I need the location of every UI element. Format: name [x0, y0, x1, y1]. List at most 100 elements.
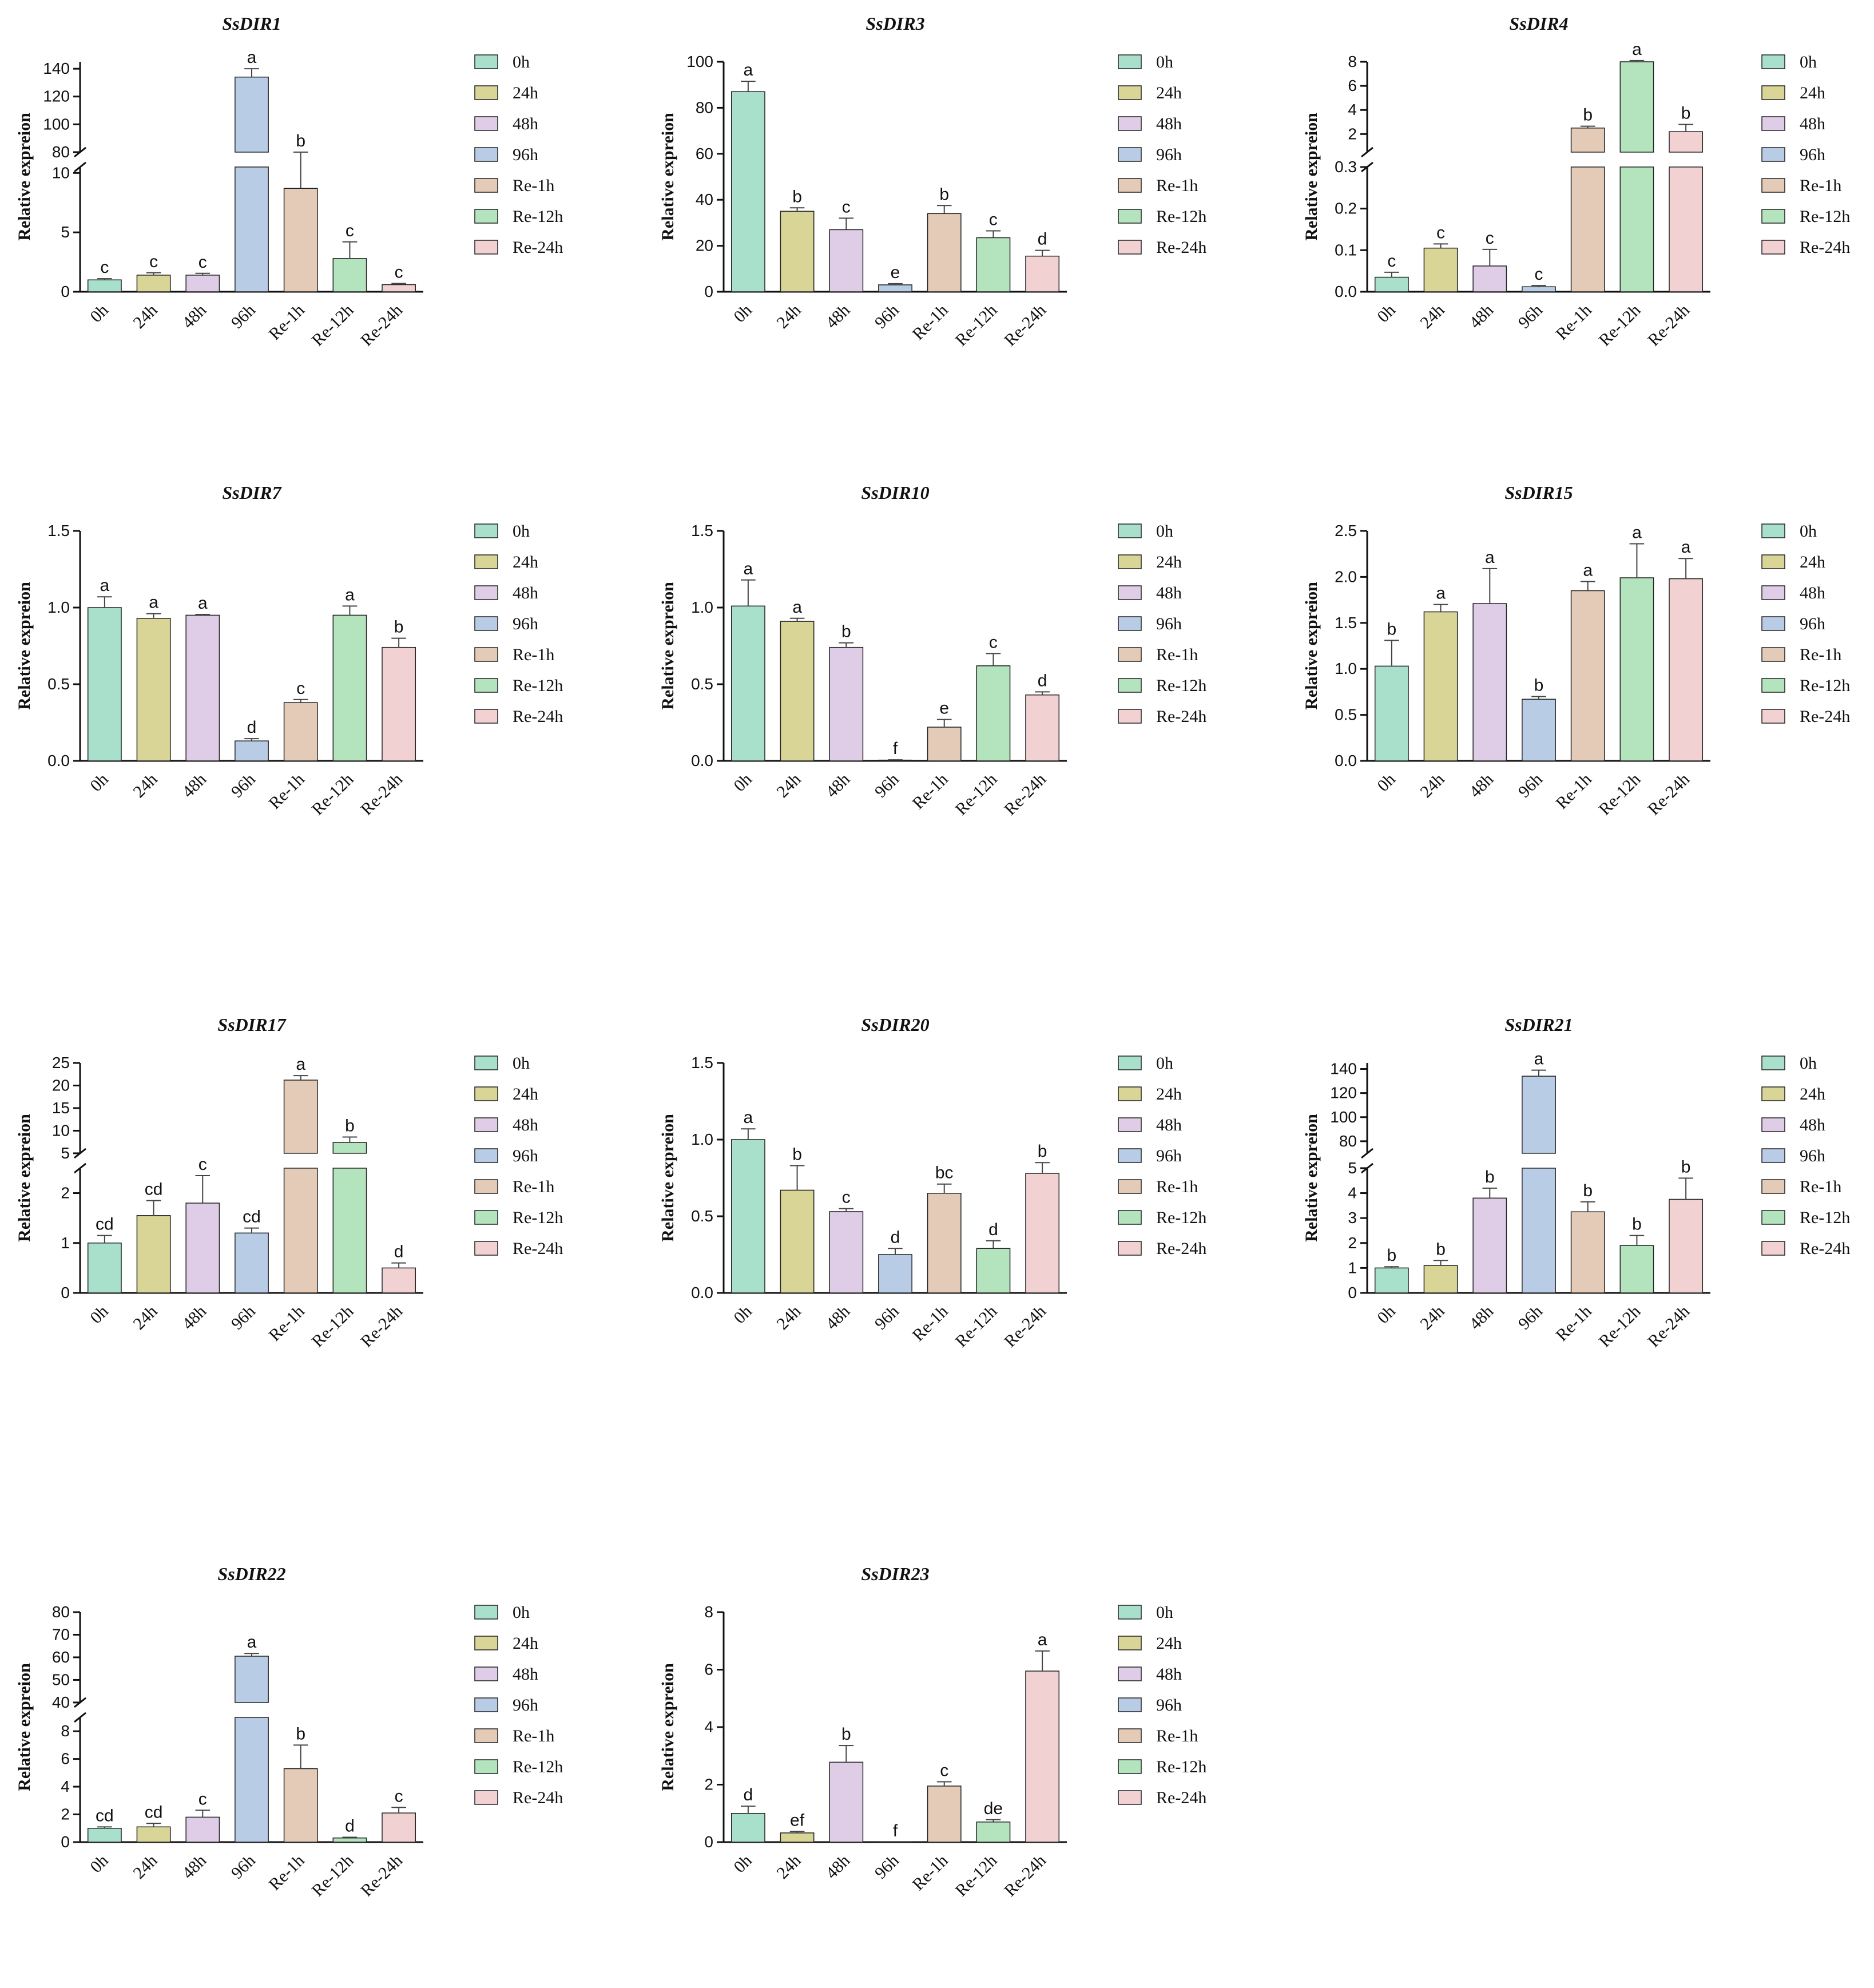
chart-title: SsDIR4 [1509, 13, 1568, 34]
significance-letter: a [1583, 561, 1593, 580]
significance-letter: cd [243, 1208, 261, 1227]
legend-swatch [1118, 1148, 1142, 1163]
y-tick-label: 50 [52, 1670, 70, 1688]
significance-letter: b [296, 132, 305, 150]
x-tick-label: Re-1h [265, 1851, 308, 1894]
x-tick-label: Re-12h [952, 301, 1001, 350]
bar [185, 1816, 220, 1843]
y-tick-label: 2 [1348, 1234, 1357, 1252]
axis-break-mark [74, 1697, 86, 1708]
legend-label: 48h [513, 584, 538, 602]
legend-swatch [1761, 616, 1785, 631]
chart-panel-ssdir23: SsDIR23 Relative expreion 0 2 4 6 8 d 0h ef 24h b 48… [644, 1550, 1216, 1985]
legend-swatch [474, 1086, 498, 1101]
x-tick-label: Re-12h [308, 770, 358, 819]
legend-swatch [1118, 85, 1142, 100]
significance-letter: b [841, 622, 851, 641]
x-tick-label: Re-1h [908, 301, 951, 344]
x-tick-label: 96h [1515, 1302, 1546, 1334]
y-axis-label: Relative expreion [658, 1114, 677, 1242]
x-tick-label: Re-1h [908, 1851, 951, 1894]
legend-swatch [1118, 709, 1142, 724]
significance-letter: a [247, 48, 257, 67]
y-axis-label: Relative expreion [658, 582, 677, 710]
x-tick-label: 48h [822, 1851, 853, 1883]
bar [87, 607, 122, 761]
significance-letter: b [394, 618, 404, 637]
legend-label: 0h [1156, 1603, 1173, 1622]
bar [87, 279, 122, 292]
legend-label: 24h [1800, 84, 1825, 102]
y-tick-label: 1.0 [1335, 660, 1357, 677]
legend-swatch [1118, 647, 1142, 662]
legend-swatch [1118, 678, 1142, 693]
bar [976, 1822, 1011, 1843]
x-tick-label: Re-12h [308, 301, 358, 350]
x-tick-label: Re-24h [357, 1302, 406, 1351]
significance-letter: a [247, 1633, 257, 1652]
significance-letter: d [988, 1220, 998, 1239]
legend-label: 48h [513, 1665, 538, 1684]
significance-letter: a [345, 585, 355, 604]
chart-svg: SsDIR4 Relative expreion 0.0 0.1 0.2 0.3 2 4 6 8 c… [1302, 13, 1850, 350]
legend-swatch [474, 209, 498, 224]
bar [829, 1211, 864, 1293]
legend-swatch [474, 616, 498, 631]
y-tick-label: 0.3 [1335, 158, 1357, 176]
significance-letter: b [1485, 1168, 1495, 1187]
bar [87, 1828, 122, 1843]
legend-label: 96h [1156, 1696, 1182, 1715]
x-tick-label: 96h [871, 1302, 903, 1334]
chart-title: SsDIR1 [222, 13, 281, 34]
x-tick-label: Re-12h [1595, 770, 1645, 819]
legend-swatch [1761, 523, 1785, 538]
x-tick-label: 0h [730, 301, 756, 327]
legend-label: Re-12h [1156, 1757, 1206, 1776]
x-tick-label: 96h [1515, 770, 1546, 801]
chart-panel-ssdir1: SsDIR1 Relative expreion 0 5 10 80 100 120 140 c 0… [0, 0, 572, 435]
legend-swatch [1118, 1241, 1142, 1256]
legend-swatch [1118, 554, 1142, 569]
significance-letter: a [198, 594, 208, 613]
y-tick-label: 20 [52, 1076, 70, 1094]
legend-label: 24h [513, 84, 538, 102]
bar [976, 237, 1011, 292]
significance-letter: d [744, 1785, 753, 1804]
bar [283, 1168, 318, 1293]
x-tick-label: Re-24h [1644, 301, 1693, 350]
significance-letter: b [1387, 1246, 1397, 1265]
significance-letter: d [891, 1228, 900, 1247]
legend-swatch [1761, 1086, 1785, 1101]
bar [878, 284, 912, 292]
bar [283, 1080, 318, 1154]
y-tick-label: 80 [52, 143, 70, 161]
x-tick-label: 0h [86, 1302, 112, 1328]
significance-letter: b [792, 1145, 802, 1164]
legend-label: Re-1h [513, 1177, 554, 1196]
chart-title: SsDIR21 [1504, 1014, 1573, 1035]
y-tick-label: 100 [43, 115, 70, 133]
legend-label: 48h [513, 1116, 538, 1134]
bar [235, 166, 269, 292]
y-tick-label: 80 [52, 1603, 70, 1621]
bar [283, 1768, 318, 1843]
bar [730, 605, 765, 761]
legend-swatch [1761, 1179, 1785, 1194]
legend-label: 24h [1156, 1085, 1182, 1104]
y-tick-label: 0.0 [691, 752, 713, 769]
chart-title: SsDIR15 [1504, 482, 1573, 503]
x-tick-label: Re-12h [952, 1851, 1001, 1900]
x-tick-label: 24h [773, 301, 804, 332]
legend-swatch [1118, 116, 1142, 131]
legend-swatch [1761, 116, 1785, 131]
x-tick-label: Re-24h [1644, 1302, 1693, 1351]
y-tick-label: 80 [696, 98, 713, 116]
legend-swatch [474, 1117, 498, 1132]
bar [1374, 1267, 1409, 1293]
legend-label: 24h [1800, 1085, 1825, 1104]
x-tick-label: Re-24h [1000, 1302, 1050, 1351]
y-tick-label: 70 [52, 1625, 70, 1643]
legend-swatch [1118, 1666, 1142, 1681]
bar [1570, 1211, 1605, 1293]
legend-label: 96h [1800, 145, 1825, 164]
